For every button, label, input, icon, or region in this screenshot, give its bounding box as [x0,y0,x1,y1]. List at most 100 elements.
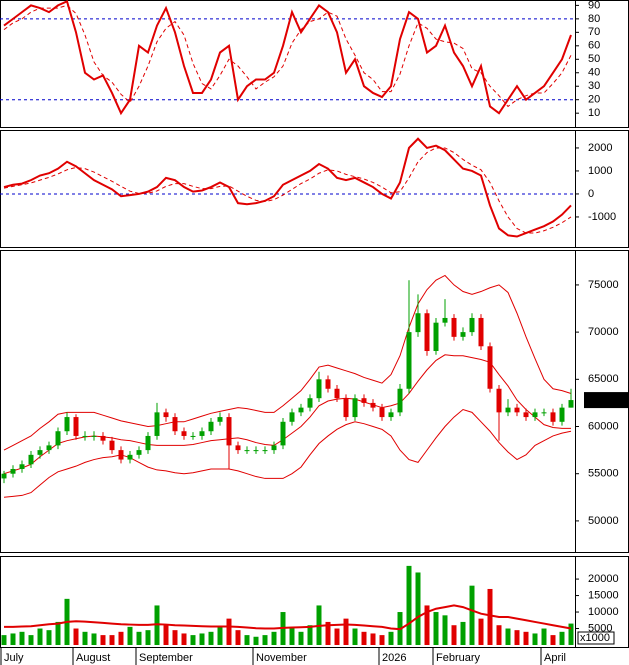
indicator-line [3,147,572,234]
x-tick-label: July [4,652,24,664]
y-tick-label: 50 [588,53,600,65]
y-tick-label: 40 [588,67,600,79]
y-tick-label: 20000 [588,573,619,585]
x-tick-label: November [256,652,307,664]
y-tick-label: 0 [588,188,594,200]
candle-body [235,445,241,451]
x-tick-label: August [76,652,110,664]
candle-body [424,313,430,351]
volume-bar [253,636,259,645]
volume-bar [118,631,124,645]
volume-bar [136,631,142,645]
y-tick-label: 65000 [588,373,619,385]
candle-body [100,435,106,441]
volume-bar [289,626,295,645]
candle-body [505,407,511,413]
volume-bar [271,631,277,645]
candle-body [163,412,169,418]
volume-bar [82,631,88,645]
volume-bar [460,621,466,645]
candle-body [433,322,439,351]
last-price-label: 62800.00 [586,394,629,406]
candle-body [271,445,277,451]
y-tick-label: -1000 [588,211,616,223]
volume-bar [388,631,394,645]
y-tick-label: 90 [588,0,600,11]
candle-body [523,412,529,418]
candle-body [442,317,448,323]
candle-body [55,431,61,446]
candle-body [28,454,34,465]
y-tick-label: 1000 [588,165,612,177]
candle-body [388,412,394,418]
volume-bar [496,625,502,645]
volume-bar [262,635,268,645]
volume-bar [172,630,178,645]
y-tick-label: 10 [588,107,600,119]
volume-bar [361,631,367,645]
volume-bar [217,626,223,645]
volume-bar [505,628,511,645]
y-tick-label: 30 [588,80,600,92]
volume-bar [73,628,79,645]
candle-body [217,417,223,422]
indicator-line [3,4,572,108]
volume-bar [424,605,430,645]
volume-bar [478,618,484,645]
volume-bar [559,631,565,645]
candle-body [361,398,367,403]
volume-bar [19,631,25,645]
unit-box [577,631,615,645]
candle-body [199,431,205,436]
y-tick-label: 2000 [588,142,612,154]
y-tick-label: 20 [588,94,600,106]
volume-bar [307,625,313,645]
panel: 5000 10000 15000 20000 x1000 July August Septem… [0,556,629,665]
volume-bar [235,630,241,645]
candle-body [118,450,124,460]
candle-body [208,421,214,432]
volume-bar [1,635,7,645]
candle-body [226,417,232,446]
candle-body [514,407,520,413]
candle-body [91,435,97,437]
volume-bar [433,612,439,645]
y-tick-label: 15000 [588,589,619,601]
candle-body [316,379,322,399]
candle-body [532,412,538,418]
last-price-box [584,392,629,409]
unit-label: x1000 [580,632,610,644]
volume-bar [469,585,475,645]
candle-body [397,388,403,413]
candle-body [298,407,304,413]
volume-bar [37,628,43,645]
candle-body [19,464,25,469]
volume-bar [523,631,529,645]
candle-body [415,313,421,333]
volume-bar [28,635,34,645]
volume-bar [190,635,196,645]
candle-body [487,346,493,389]
y-tick-label: 60000 [588,420,619,432]
candle-body [190,435,196,437]
candle-body [496,388,502,413]
candle-body [82,435,88,437]
volume-bar [334,628,340,645]
volume-bar [91,633,97,645]
candle-body [559,407,565,422]
volume-bar [352,628,358,645]
x-tick-label: April [544,652,566,664]
y-tick-label: 75000 [588,279,619,291]
x-tick-label: 2026 [382,652,406,664]
candle-body [154,412,160,436]
candle-body [289,412,295,422]
candle-body [280,421,286,446]
volume-bar [343,618,349,645]
volume-bar [532,633,538,645]
candle-body [406,332,412,389]
panel: 50000 55000 60000 65000 70000 75000 62800.00 [0,250,629,553]
volume-bar [46,630,52,645]
volume-bar [325,621,331,645]
